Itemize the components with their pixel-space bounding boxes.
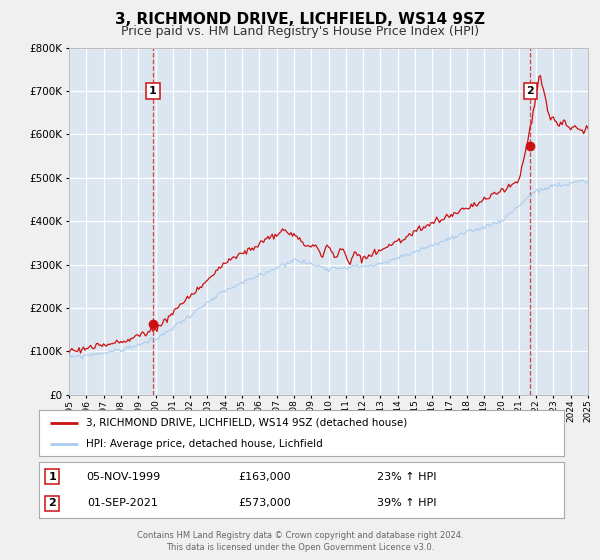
Text: 3, RICHMOND DRIVE, LICHFIELD, WS14 9SZ: 3, RICHMOND DRIVE, LICHFIELD, WS14 9SZ — [115, 12, 485, 27]
Text: 3, RICHMOND DRIVE, LICHFIELD, WS14 9SZ (detached house): 3, RICHMOND DRIVE, LICHFIELD, WS14 9SZ (… — [86, 418, 407, 428]
Text: 2: 2 — [527, 86, 534, 96]
Text: 39% ↑ HPI: 39% ↑ HPI — [377, 498, 436, 508]
Text: 2: 2 — [48, 498, 56, 508]
Text: 01-SEP-2021: 01-SEP-2021 — [88, 498, 158, 508]
Text: Price paid vs. HM Land Registry's House Price Index (HPI): Price paid vs. HM Land Registry's House … — [121, 25, 479, 38]
Text: HPI: Average price, detached house, Lichfield: HPI: Average price, detached house, Lich… — [86, 439, 323, 449]
Text: Contains HM Land Registry data © Crown copyright and database right 2024.: Contains HM Land Registry data © Crown c… — [137, 531, 463, 540]
Text: This data is licensed under the Open Government Licence v3.0.: This data is licensed under the Open Gov… — [166, 543, 434, 552]
Text: 1: 1 — [48, 472, 56, 482]
Text: 23% ↑ HPI: 23% ↑ HPI — [377, 472, 436, 482]
Text: 1: 1 — [149, 86, 157, 96]
Text: 05-NOV-1999: 05-NOV-1999 — [86, 472, 160, 482]
Text: £573,000: £573,000 — [238, 498, 291, 508]
Text: £163,000: £163,000 — [238, 472, 291, 482]
